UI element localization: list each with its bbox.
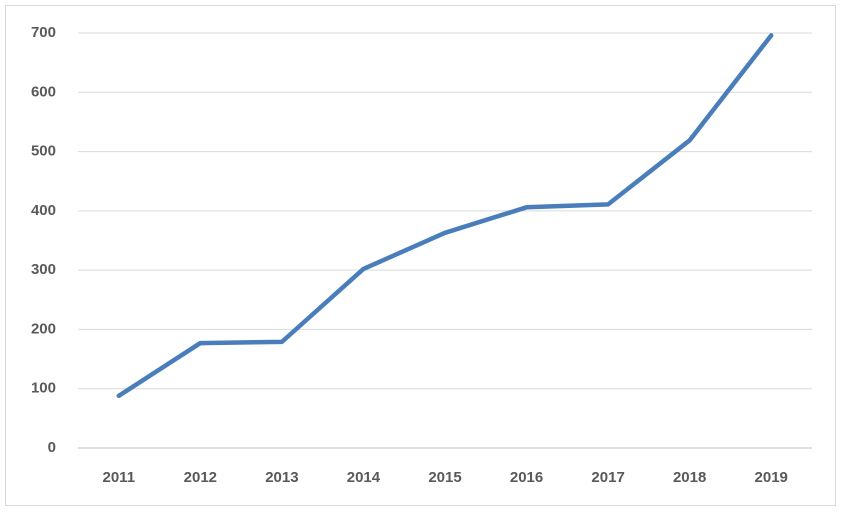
y-tick-label: 700 (31, 24, 56, 41)
x-tick-label: 2011 (103, 469, 136, 486)
x-tick-label: 2019 (755, 469, 788, 486)
x-tick-label: 2014 (347, 469, 381, 486)
y-tick-label: 600 (31, 83, 56, 100)
y-tick-label: 100 (31, 380, 56, 397)
y-tick-label: 200 (31, 320, 56, 337)
x-tick-label: 2016 (510, 469, 543, 486)
y-tick-label: 400 (31, 202, 56, 219)
x-tick-label: 2018 (673, 469, 706, 486)
y-tick-label: 500 (31, 143, 56, 160)
x-tick-label: 2013 (265, 469, 298, 486)
data-line (116, 33, 774, 399)
x-tick-label: 2015 (428, 469, 461, 486)
y-tick-label: 0 (48, 439, 56, 456)
x-tick-label: 2012 (184, 469, 217, 486)
x-tick-label: 2017 (591, 469, 624, 486)
chart-border (5, 5, 836, 506)
y-tick-label: 300 (31, 261, 56, 278)
